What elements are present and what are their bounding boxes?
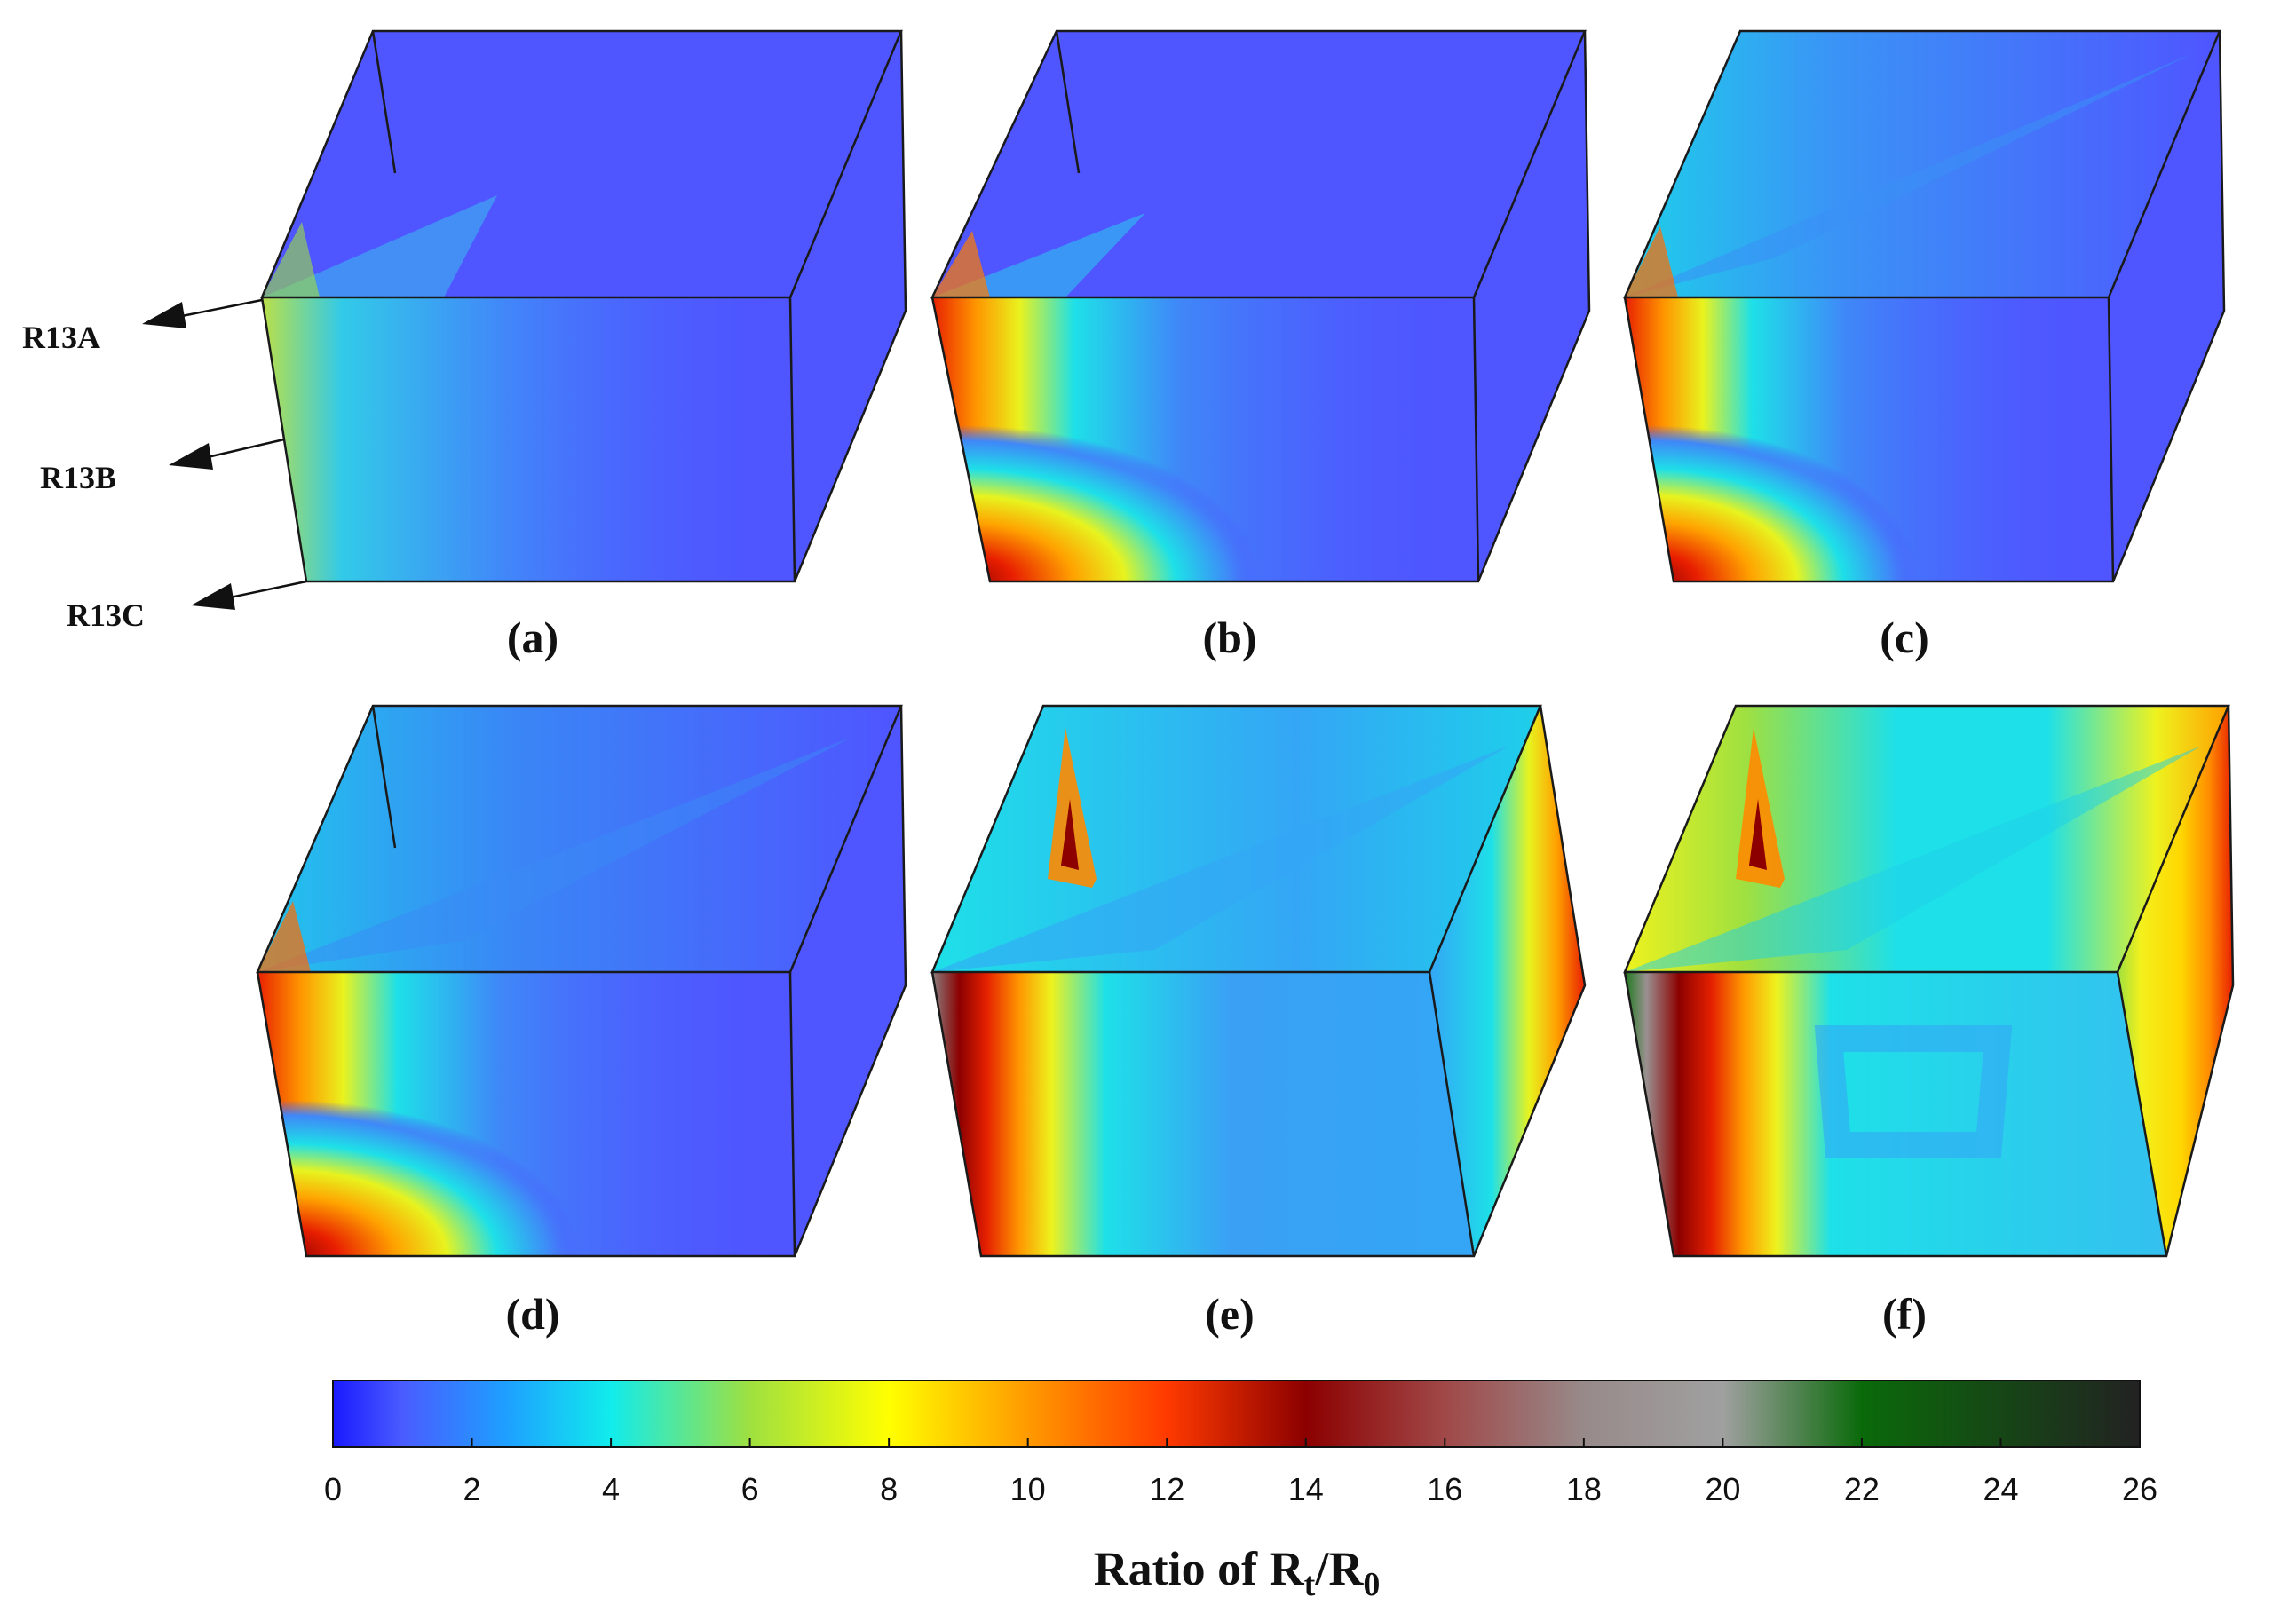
sensor-label: R13A	[22, 320, 100, 355]
panel-label: (f)	[1882, 1289, 1927, 1339]
panel-a: (a)	[260, 29, 907, 662]
colorbar-tick-label: 0	[324, 1471, 342, 1507]
colorbar-gradient	[332, 1380, 2141, 1448]
sensor-r13a: R13A	[22, 298, 263, 355]
colorbar: 0 2 4 6 8 10 12 14 16 18 20 22 24 26 Ratio of Rt/R0	[324, 1380, 2157, 1603]
colorbar-tick-label: 8	[880, 1471, 898, 1507]
panel-label: (b)	[1202, 613, 1256, 662]
colorbar-tick-label: 16	[1427, 1471, 1462, 1507]
colorbar-tick-label: 26	[2122, 1471, 2157, 1507]
sensor-label: R13B	[40, 460, 116, 495]
panel-f: (f)	[1623, 704, 2235, 1339]
colorbar-title: Ratio of Rt/R0	[1094, 1542, 1381, 1603]
colorbar-tick-label: 10	[1010, 1471, 1046, 1507]
sensor-annotations: R13A R13B R13C	[22, 298, 307, 633]
colorbar-tick-label: 6	[741, 1471, 759, 1507]
panel-label: (e)	[1205, 1289, 1255, 1339]
panel-c: (c)	[1623, 29, 2226, 662]
colorbar-tick-label: 14	[1288, 1471, 1324, 1507]
colorbar-ticks: 0 2 4 6 8 10 12 14 16 18 20 22 24 26	[324, 1438, 2157, 1507]
colorbar-tick-label: 22	[1844, 1471, 1880, 1507]
colorbar-tick-label: 4	[602, 1471, 620, 1507]
colorbar-tick-label: 24	[1983, 1471, 2018, 1507]
panel-label: (d)	[505, 1289, 559, 1339]
colorbar-tick-label: 2	[463, 1471, 481, 1507]
colorbar-tick-label: 18	[1566, 1471, 1602, 1507]
panel-label: (c)	[1880, 613, 1929, 662]
panel-d: (d)	[256, 704, 907, 1339]
panel-b: (b)	[930, 29, 1591, 662]
colorbar-tick-label: 12	[1149, 1471, 1184, 1507]
colorbar-tick-label: 20	[1705, 1471, 1740, 1507]
sensor-label: R13C	[67, 597, 145, 633]
sensor-r13b: R13B	[40, 438, 285, 495]
sensor-r13c: R13C	[67, 580, 307, 633]
panel-label: (a)	[507, 613, 558, 662]
panel-e: (e)	[930, 704, 1587, 1339]
